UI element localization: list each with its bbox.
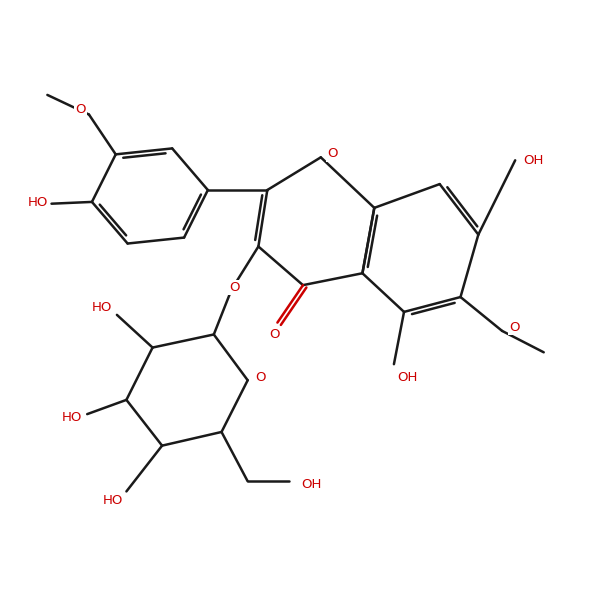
Text: HO: HO [103, 494, 123, 507]
Text: HO: HO [92, 301, 112, 314]
Text: O: O [509, 321, 520, 334]
Text: O: O [328, 147, 338, 160]
Text: O: O [229, 281, 240, 294]
Text: O: O [256, 371, 266, 384]
Text: OH: OH [524, 154, 544, 167]
Text: O: O [269, 328, 280, 341]
Text: HO: HO [28, 196, 49, 209]
Text: OH: OH [301, 478, 322, 491]
Text: HO: HO [62, 410, 82, 424]
Text: OH: OH [397, 371, 417, 384]
Text: O: O [75, 103, 85, 116]
